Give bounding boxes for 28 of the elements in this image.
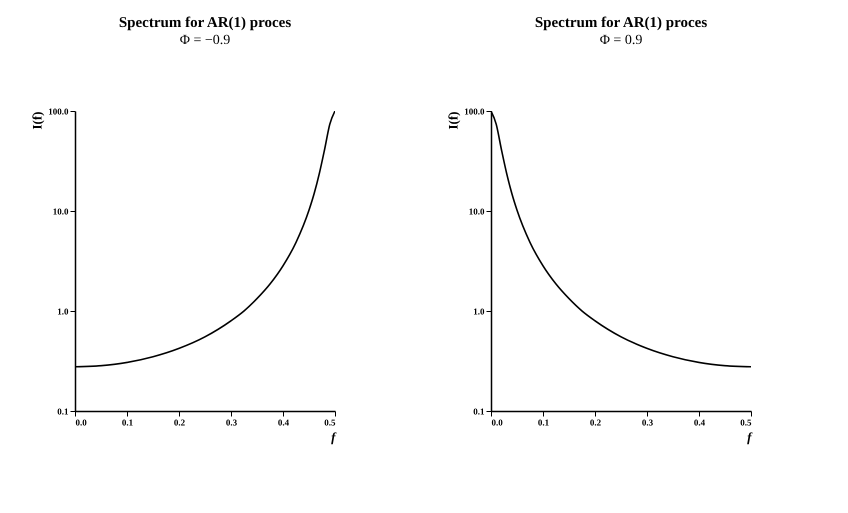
chart-title: Spectrum for AR(1) proces	[118, 15, 292, 31]
x-tick-label: 0.0	[492, 418, 504, 428]
x-tick-label: 0.3	[642, 418, 654, 428]
y-tick-label: 0.1	[57, 406, 69, 416]
x-tick-label: 0.5	[740, 418, 752, 428]
x-tick-label: 0.4	[278, 418, 290, 428]
x-tick-label: 0.2	[590, 418, 602, 428]
y-axis-title: I(f)	[445, 112, 460, 130]
y-tick-label: 100.0	[48, 106, 69, 116]
y-axis-title: I(f)	[29, 112, 44, 130]
y-tick-label: 0.1	[473, 406, 485, 416]
y-tick-label: 100.0	[464, 106, 485, 116]
chart-subtitle: Φ = −0.9	[180, 33, 230, 48]
x-axis-title: f	[331, 430, 338, 444]
y-tick-label: 1.0	[57, 306, 69, 316]
x-tick-label: 0.4	[694, 418, 706, 428]
y-tick-label: 10.0	[468, 206, 485, 216]
x-tick-label: 0.3	[226, 418, 238, 428]
y-tick-label: 10.0	[52, 206, 69, 216]
x-axis-title: f	[747, 430, 754, 444]
x-tick-label: 0.2	[174, 418, 186, 428]
y-tick-label: 1.0	[473, 306, 485, 316]
x-tick-label: 0.1	[538, 418, 550, 428]
chart-subtitle: Φ = 0.9	[600, 33, 642, 48]
x-tick-label: 0.5	[324, 418, 336, 428]
x-tick-label: 0.1	[122, 418, 134, 428]
x-tick-label: 0.0	[76, 418, 88, 428]
chart-title: Spectrum for AR(1) proces	[534, 15, 708, 31]
